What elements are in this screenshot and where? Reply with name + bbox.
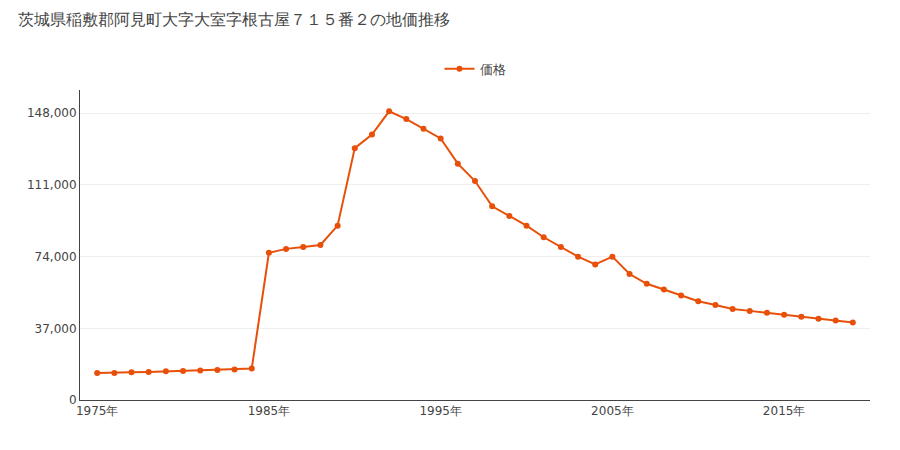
svg-text:2005年: 2005年	[591, 404, 634, 418]
svg-text:148,000: 148,000	[27, 106, 77, 120]
svg-text:0: 0	[69, 393, 77, 407]
svg-text:2015年: 2015年	[763, 404, 806, 418]
svg-text:1985年: 1985年	[248, 404, 291, 418]
svg-text:37,000: 37,000	[35, 322, 77, 336]
svg-text:74,000: 74,000	[35, 250, 77, 264]
svg-text:茨城県稲敷郡阿見町大字大室字根古屋７１５番２の地価推移: 茨城県稲敷郡阿見町大字大室字根古屋７１５番２の地価推移	[18, 10, 450, 29]
svg-text:111,000: 111,000	[27, 178, 77, 192]
svg-text:価格: 価格	[480, 62, 506, 77]
svg-text:1995年: 1995年	[419, 404, 462, 418]
svg-text:1975年: 1975年	[76, 404, 119, 418]
